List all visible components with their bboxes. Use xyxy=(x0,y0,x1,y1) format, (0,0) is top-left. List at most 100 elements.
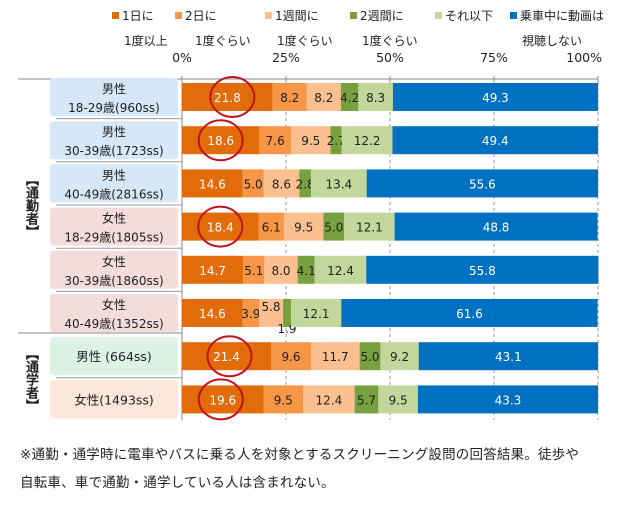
data-label: 43.1 xyxy=(495,350,522,364)
data-label: 8.6 xyxy=(272,177,291,191)
bar-segment xyxy=(323,212,345,241)
data-label: 11.7 xyxy=(322,350,349,364)
bar-segment xyxy=(341,299,598,327)
category-label: 女性 xyxy=(102,297,126,312)
category-label: 女性 xyxy=(102,254,126,269)
bar-segment xyxy=(264,255,298,284)
bar-segment xyxy=(271,342,311,371)
bar-segment xyxy=(392,126,598,155)
bar-segment xyxy=(272,83,307,111)
bar-segment xyxy=(182,255,244,284)
group-label-commuters: 【通勤者】 xyxy=(23,172,38,238)
bar-segment xyxy=(344,212,395,241)
bar-segment xyxy=(366,169,598,198)
bar-segment xyxy=(283,299,291,327)
bar-segment xyxy=(392,83,598,111)
data-label: 2.8 xyxy=(296,177,315,191)
data-label: 8.2 xyxy=(314,91,333,105)
category-label-sub: 30-39歳(1723ss) xyxy=(64,144,163,158)
bar-segment xyxy=(366,255,599,284)
data-label: 19.6 xyxy=(209,393,236,407)
x-tick-label: 50% xyxy=(376,50,404,65)
bar-segment xyxy=(303,385,355,414)
legend-label: 1日に xyxy=(122,9,154,23)
bar-segment xyxy=(418,342,598,371)
highlight-circle xyxy=(209,76,256,118)
data-label: 18.4 xyxy=(207,221,234,235)
bar-segment xyxy=(182,299,243,327)
data-label: 55.8 xyxy=(469,264,496,278)
category-label: 男性 xyxy=(102,168,126,182)
data-label: 55.6 xyxy=(469,177,496,191)
category-label-box xyxy=(50,250,178,289)
category-label-sub: 40-49歳(1352ss) xyxy=(64,317,163,331)
stacked-bar-chart: 1日に 1度以上 2日に 1度ぐらい 1週間に 1度ぐらい 2週間に 1度ぐらい それ以下 乗車中… xyxy=(18,8,604,421)
legend-swatch xyxy=(112,12,119,19)
bar-segment xyxy=(306,83,341,111)
legend-label: それ以下 xyxy=(445,9,493,23)
category-label-box xyxy=(50,207,178,246)
bar-segment xyxy=(354,385,379,414)
legend-swatch xyxy=(350,12,357,19)
legend-label: 乗車中に動画は xyxy=(520,8,604,23)
data-label: 5.0 xyxy=(324,221,343,235)
data-label: 5.0 xyxy=(360,350,379,364)
category-label: 女性(1493ss) xyxy=(74,392,154,407)
data-label: 12.1 xyxy=(356,221,383,235)
footnote-line-2: 自転車、車で通勤・通学している人は含まれない。 xyxy=(20,475,335,491)
bar-segment xyxy=(182,342,272,371)
data-label: 14.7 xyxy=(199,264,226,278)
legend-swatch xyxy=(435,12,442,19)
bar-segment xyxy=(182,385,264,414)
bar-segment xyxy=(378,385,418,414)
data-label: 12.4 xyxy=(315,393,342,407)
legend-label-line2: 1度ぐらい xyxy=(277,33,333,48)
data-label: 7.6 xyxy=(266,134,285,148)
category-label-box xyxy=(50,121,178,160)
highlight-circle xyxy=(206,335,253,378)
data-label: 5.7 xyxy=(357,393,376,407)
data-label: 9.5 xyxy=(294,221,313,235)
legend-label-line2: 1度ぐらい xyxy=(195,33,251,48)
bar-segment xyxy=(380,342,419,371)
data-label: 21.4 xyxy=(213,350,240,364)
data-label: 21.8 xyxy=(214,91,241,105)
data-label: 9.2 xyxy=(390,350,409,364)
bar-segment xyxy=(242,299,259,327)
footnote-line-1: ※通勤・通学時に電車やバスに乗る人を対象とするスクリーニング設問の回答結果。徒歩… xyxy=(20,447,580,463)
data-label: 9.5 xyxy=(301,134,320,148)
category-label-box xyxy=(50,294,178,332)
bar-segment xyxy=(182,83,273,111)
highlight-circle xyxy=(197,119,244,162)
category-label: 男性 xyxy=(102,125,126,139)
data-label: 48.8 xyxy=(483,221,510,235)
data-label: 13.4 xyxy=(325,177,352,191)
bar-segment xyxy=(330,126,342,155)
bar-segment xyxy=(358,83,393,111)
bar-segment xyxy=(182,169,243,198)
data-label: 8.0 xyxy=(271,264,290,278)
x-tick-label: 100% xyxy=(566,50,602,65)
bar-segment xyxy=(290,126,331,155)
bar-segment xyxy=(258,299,284,327)
data-label: 6.1 xyxy=(262,221,281,235)
bar-segment xyxy=(310,342,360,371)
data-label: 2.7 xyxy=(327,134,346,148)
bar-segment xyxy=(359,342,381,371)
legend-label-line2: 視聴しない xyxy=(522,33,582,48)
bar-segment xyxy=(394,212,598,241)
data-label: 8.3 xyxy=(366,91,385,105)
bar-segment xyxy=(314,255,367,284)
data-label: 3.9 xyxy=(241,307,260,321)
category-label-sub: 30-39歳(1860ss) xyxy=(64,274,163,288)
bar-segment xyxy=(182,212,259,241)
data-label: 14.6 xyxy=(199,307,226,321)
data-label: 9.5 xyxy=(274,393,293,407)
highlight-circle xyxy=(197,378,244,421)
bar-segment xyxy=(341,126,393,155)
legend-label-line2: 1度ぐらい xyxy=(362,33,418,48)
x-tick-label: 75% xyxy=(480,50,508,65)
data-label: 4.2 xyxy=(340,91,359,105)
legend-swatch xyxy=(175,12,182,19)
